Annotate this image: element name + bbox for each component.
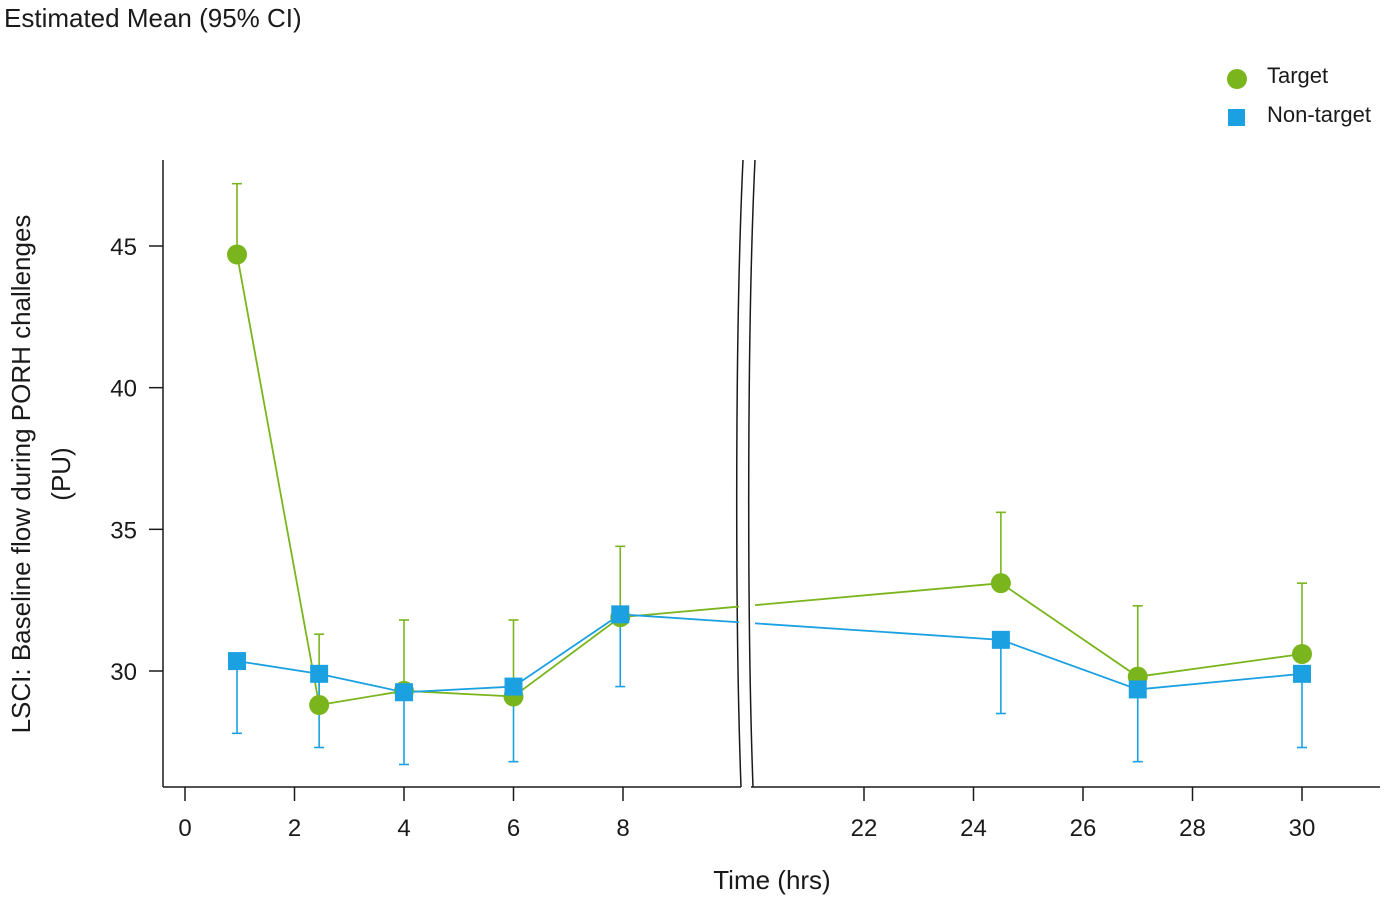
y-tick-label: 45 xyxy=(110,234,137,261)
x-tick-label: 4 xyxy=(397,815,410,842)
legend-non-target-label: Non-target xyxy=(1267,102,1371,127)
x-tick-label: 28 xyxy=(1179,815,1206,842)
x-tick-label: 26 xyxy=(1070,815,1097,842)
x-tick-label: 2 xyxy=(288,815,301,842)
x-tick-label: 24 xyxy=(960,815,987,842)
target-series-line-left xyxy=(236,254,740,707)
legend-target-label: Target xyxy=(1267,63,1328,88)
chart-title: Estimated Mean (95% CI) xyxy=(4,3,302,33)
non-target-point xyxy=(1293,664,1311,683)
axis-break-left xyxy=(735,159,744,788)
target-point xyxy=(1292,644,1312,664)
y-tick-label: 35 xyxy=(110,517,137,544)
target-point xyxy=(990,573,1011,594)
non-target-series-line-right xyxy=(754,622,1303,691)
y-axis-label: LSCI: Baseline flow during PORH challeng… xyxy=(6,215,36,734)
non-target-point xyxy=(228,652,247,671)
y-axis-label-unit: (PU) xyxy=(46,447,76,500)
non-target-point xyxy=(991,630,1010,649)
x-tick-label: 6 xyxy=(507,815,520,842)
y-tick-label: 30 xyxy=(110,659,137,686)
y-tick-label: 40 xyxy=(110,376,137,403)
target-series-line-right xyxy=(754,582,1303,678)
non-target-point xyxy=(1128,680,1147,699)
legend-non-target-marker xyxy=(1228,109,1245,126)
legend-target-marker xyxy=(1227,69,1247,89)
non-target-point xyxy=(395,683,413,702)
target-point xyxy=(309,695,330,715)
x-tick-label: 8 xyxy=(616,815,629,842)
non-target-series-line-left xyxy=(236,613,740,694)
x-tick-label: 22 xyxy=(851,815,878,842)
non-target-point xyxy=(504,677,523,696)
x-tick-label: 30 xyxy=(1289,815,1316,842)
non-target-point xyxy=(611,605,630,624)
x-tick-label: 0 xyxy=(178,815,191,842)
axis-break-right xyxy=(747,159,756,788)
non-target-point xyxy=(310,664,329,683)
x-axis-label: Time (hrs) xyxy=(713,865,830,895)
target-point xyxy=(227,244,248,265)
